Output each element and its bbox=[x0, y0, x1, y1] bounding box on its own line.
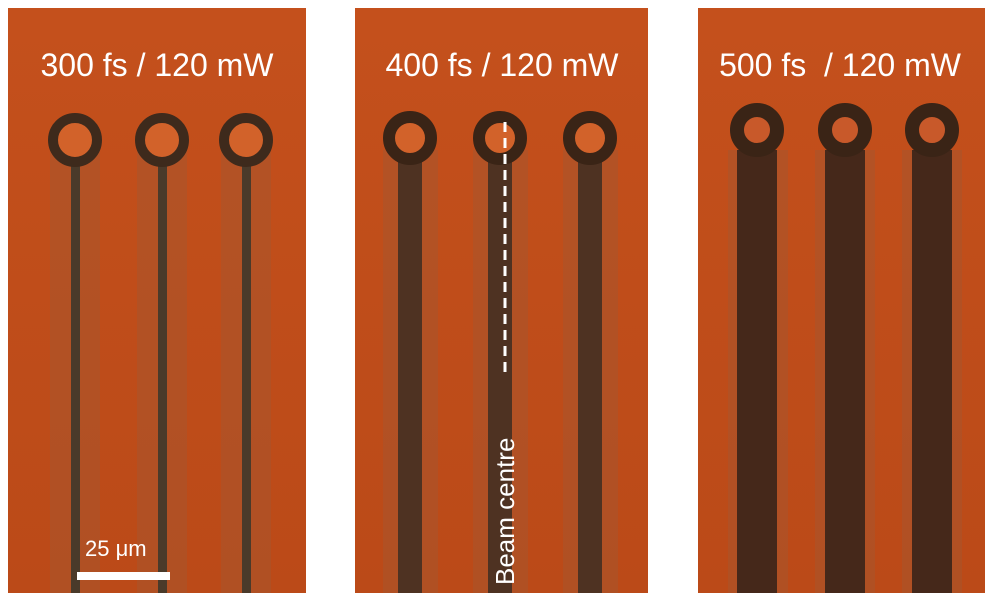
scale-bar bbox=[77, 572, 170, 580]
figure: 300 fs / 120 mW 25 μm 400 fs / 120 mW Be… bbox=[0, 0, 985, 593]
panel-title: 400 fs / 120 mW bbox=[386, 47, 620, 83]
annotation: Beam centre bbox=[490, 438, 520, 585]
tracks bbox=[728, 110, 962, 593]
panel: 300 fs / 120 mW 25 μm bbox=[8, 8, 306, 593]
tracks bbox=[50, 118, 271, 593]
panel-title: 500 fs / 120 mW bbox=[719, 47, 962, 83]
panel: 400 fs / 120 mW Beam centre bbox=[355, 8, 648, 593]
scale-bar-label: 25 μm bbox=[85, 536, 147, 561]
panel-title: 300 fs / 120 mW bbox=[41, 47, 275, 83]
panel: 500 fs / 120 mW bbox=[698, 8, 985, 593]
